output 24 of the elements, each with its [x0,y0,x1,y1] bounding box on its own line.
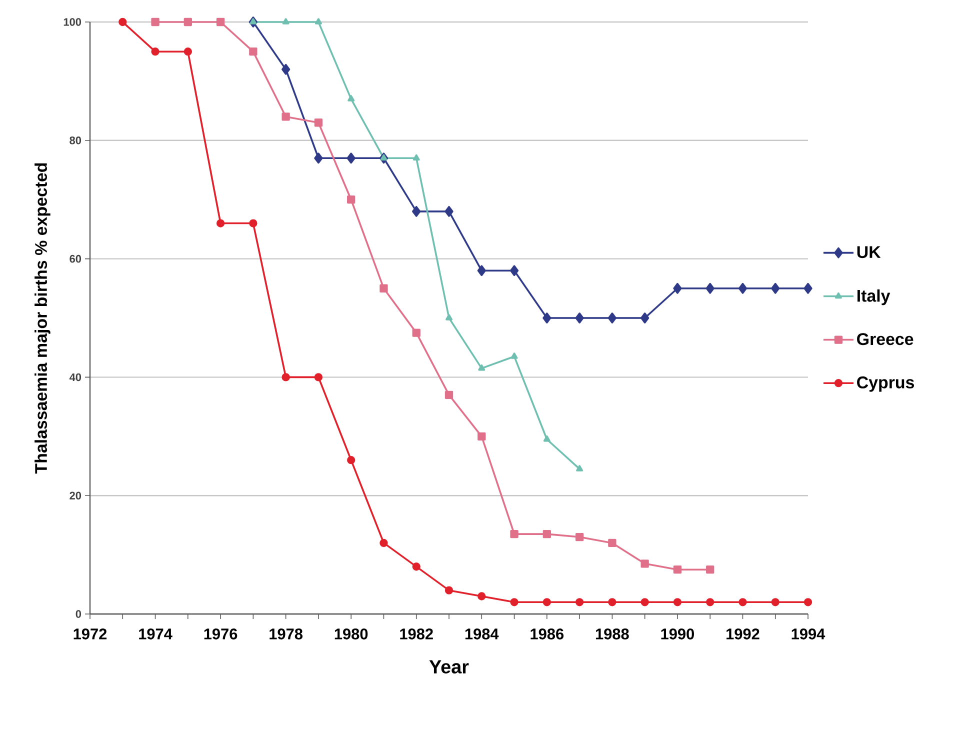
y-tick-label: 0 [76,610,82,618]
legend-label: Cyprus [857,376,914,392]
x-tick-label: 1976 [204,628,238,640]
x-axis-title: Year [429,660,469,674]
y-axis-title: Thalassaemia major births % expected [34,163,50,474]
legend-label: Italy [857,289,890,306]
x-tick-label: 1984 [465,628,499,640]
x-tick-label: 1972 [74,628,107,640]
y-tick-label: 100 [64,18,82,26]
legend-label: Greece [857,333,914,346]
x-tick-label: 1980 [334,628,368,640]
x-tick-label: 1988 [596,628,629,640]
x-tick-label: 1992 [726,628,760,640]
x-tick-label: 1990 [661,628,694,640]
y-tick-label: 80 [70,136,82,144]
x-tick-label: 1994 [792,628,826,640]
legend-label: UK [857,246,881,258]
y-tick-label: 40 [69,373,82,382]
x-tick-label: 1978 [270,628,303,640]
x-tick-label: 1982 [400,628,433,640]
y-tick-label: 20 [70,492,82,500]
y-tick-label: 60 [70,254,82,263]
x-tick-label: 1974 [139,628,172,640]
x-tick-label: 1986 [530,628,564,640]
